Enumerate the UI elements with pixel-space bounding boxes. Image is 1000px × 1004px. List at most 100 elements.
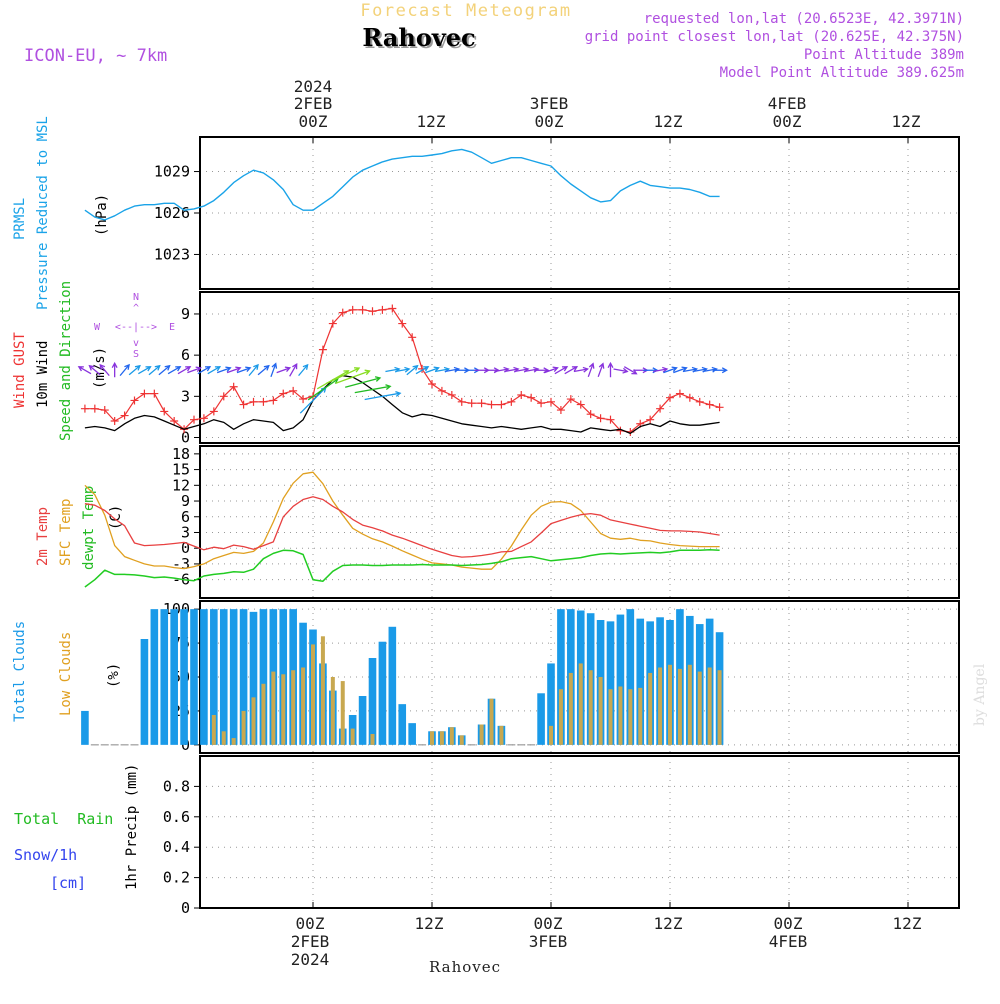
wind-direction-arrowhead bbox=[245, 366, 252, 373]
total-cloud-bar bbox=[219, 609, 228, 745]
precip-frame bbox=[199, 755, 960, 909]
wind-direction-arrow bbox=[663, 367, 677, 374]
wind-direction-arrowhead bbox=[395, 390, 402, 397]
low-cloud-bar bbox=[558, 689, 563, 745]
wind-direction-arrow bbox=[623, 366, 637, 375]
wind-direction-arrow bbox=[504, 368, 519, 373]
total-cloud-bar bbox=[200, 609, 208, 745]
wind-direction-arrow bbox=[653, 368, 668, 373]
wind-direction-arrow bbox=[326, 367, 360, 384]
gust-point bbox=[547, 397, 555, 406]
top-tick-line3: 00Z bbox=[299, 112, 328, 131]
wind-direction-arrow bbox=[177, 366, 191, 375]
wind-direction-arrowhead bbox=[588, 362, 595, 369]
bottom-tick-line1: 12Z bbox=[893, 914, 922, 933]
wind-direction-arrow bbox=[138, 366, 151, 375]
gust-point bbox=[249, 397, 258, 406]
low-cloud-bar bbox=[221, 731, 226, 745]
gust-point bbox=[656, 404, 665, 413]
wind-direction-arrowhead bbox=[195, 366, 202, 373]
low-cloud-bar bbox=[608, 689, 613, 745]
pressure-label-prmsl: PRMSL bbox=[12, 198, 28, 240]
model-point-altitude: Model Point Altitude 389.625m bbox=[720, 65, 964, 81]
sfc-temp-series-line bbox=[84, 471, 720, 570]
gust-point bbox=[358, 305, 367, 314]
gust-point bbox=[695, 397, 704, 406]
wind-direction-arrow bbox=[335, 370, 370, 384]
gust-point bbox=[457, 397, 466, 406]
wind-direction-arrowhead bbox=[263, 364, 270, 371]
compass-n: N bbox=[133, 292, 139, 303]
low-cloud-bar bbox=[330, 677, 335, 745]
gust-point bbox=[130, 396, 139, 405]
wind-direction-arrow bbox=[544, 367, 558, 374]
wind-direction-arrowhead bbox=[204, 366, 212, 372]
wind-direction-arrow bbox=[425, 367, 439, 374]
wind-direction-arrowhead bbox=[631, 369, 638, 375]
gust-point bbox=[110, 417, 119, 426]
gust-point bbox=[209, 407, 218, 416]
low-cloud-bar bbox=[578, 663, 583, 745]
top-tick-line2: 3FEB bbox=[530, 94, 569, 113]
top-tick-line3: 12Z bbox=[417, 112, 446, 131]
temp-unit: (C) bbox=[108, 505, 124, 530]
low-cloud-bar bbox=[648, 672, 653, 745]
wind-direction-arrowhead bbox=[111, 361, 118, 368]
gust-point bbox=[318, 345, 327, 354]
footer-location: Rahovec bbox=[429, 958, 501, 976]
gust-point bbox=[328, 319, 337, 328]
wind-direction-arrowhead bbox=[404, 366, 411, 373]
location-title: Rahovec bbox=[362, 23, 475, 52]
total-cloud-bar bbox=[160, 609, 169, 745]
cloud-unit: (%) bbox=[106, 663, 122, 688]
wind-direction-arrow bbox=[385, 368, 400, 373]
wind-direction-arrow bbox=[289, 363, 298, 377]
wind-direction-arrow bbox=[167, 366, 181, 375]
gust-point bbox=[497, 400, 506, 409]
wind-direction-arrowhead bbox=[598, 362, 605, 369]
wind-direction-arrowhead bbox=[253, 363, 259, 370]
gust-point bbox=[586, 410, 595, 419]
wind-direction-arrowhead bbox=[453, 366, 461, 373]
low-cloud-bar bbox=[370, 734, 375, 745]
bottom-tick-line1: 00Z bbox=[534, 914, 563, 933]
pressure-label-desc: Pressure Reduced to MSL bbox=[35, 116, 51, 310]
location-title-shadow: Rahovec bbox=[364, 25, 477, 54]
low-cloud-bar bbox=[618, 686, 623, 745]
low-cloud-bar bbox=[717, 670, 722, 745]
temp-dew-label: dewpt Temp bbox=[81, 486, 97, 570]
wind-direction-arrowhead bbox=[423, 366, 430, 372]
low-cloud-bar bbox=[350, 728, 355, 745]
wind-10m-label: 10m Wind bbox=[35, 341, 51, 408]
total-cloud-bar bbox=[606, 621, 615, 745]
total-clouds-label: Total Clouds bbox=[12, 621, 28, 722]
pressure-ytick-label: 1026 bbox=[154, 204, 190, 222]
wind-direction-arrow bbox=[564, 366, 578, 375]
gust-point bbox=[556, 406, 565, 415]
grid-point-coordinates: grid point closest lon,lat (20.625E, 42.… bbox=[585, 29, 964, 45]
gust-point bbox=[566, 395, 575, 404]
wind-direction-arrowhead bbox=[225, 366, 232, 373]
total-cloud-bar bbox=[537, 693, 545, 745]
wind-direction-arrow bbox=[554, 366, 568, 375]
low-cloud-bar bbox=[499, 725, 504, 745]
wind-ytick-label: 0 bbox=[181, 429, 190, 447]
gust-point bbox=[338, 308, 347, 317]
credit: by Angel bbox=[972, 663, 988, 726]
low-cloud-bar bbox=[677, 668, 682, 745]
wind-direction-arrow bbox=[187, 367, 201, 374]
total-cloud-bar bbox=[636, 618, 645, 745]
wind-unit: (m/s) bbox=[92, 347, 108, 389]
wind-direction-arrow bbox=[298, 364, 309, 377]
total-cloud-bar bbox=[358, 696, 367, 745]
low-cloud-bar bbox=[211, 715, 216, 745]
wind-direction-arrow bbox=[99, 364, 110, 377]
gust-point bbox=[348, 305, 357, 314]
gust-point bbox=[368, 307, 377, 316]
temp-ytick-label: 3 bbox=[181, 523, 190, 541]
wind-direction-arrowhead bbox=[607, 361, 614, 368]
wind-direction-arrowhead bbox=[582, 366, 589, 373]
gust-point bbox=[447, 390, 456, 399]
wind-direction-arrow bbox=[702, 368, 717, 373]
